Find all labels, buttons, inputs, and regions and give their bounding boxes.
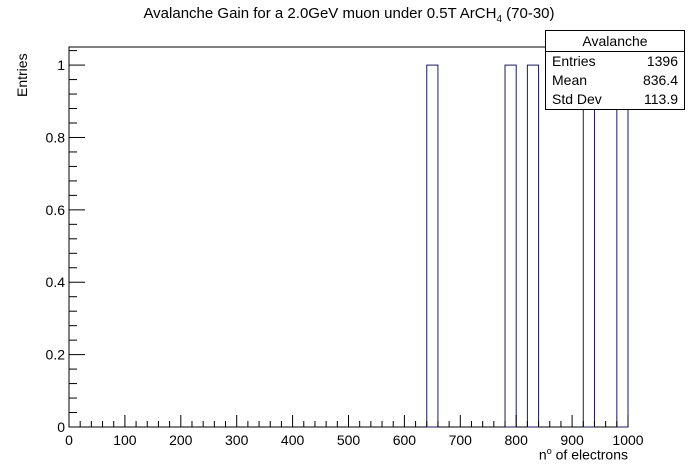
histogram-bar-4 [616,64,629,428]
chart-title: Avalanche Gain for a 2.0GeV muon under 0… [143,5,555,25]
histogram-bar-2 [526,64,540,428]
y-tick-label: 0.8 [46,129,66,145]
x-tick-label: 800 [505,432,529,448]
y-tick-label: 1 [57,57,65,73]
x-tick-label: 700 [449,432,473,448]
y-tick-label: 0.6 [46,202,66,218]
x-tick-label: 1000 [612,432,643,448]
stats-std-value: 113.9 [644,91,678,107]
x-tick-label: 600 [393,432,417,448]
stats-row-entries: Entries 1396 [546,52,684,71]
stats-box: Avalanche Entries 1396 Mean 836.4 Std De… [545,30,685,110]
y-tick-label: 0 [57,419,65,435]
stats-entries-label: Entries [552,53,596,69]
x-tick-label: 300 [225,432,249,448]
x-tick-label: 900 [560,432,584,448]
y-tick-label: 0.2 [46,347,66,363]
stats-mean-value: 836.4 [642,72,678,88]
stats-row-mean: Mean 836.4 [546,71,684,90]
stats-row-std: Std Dev 113.9 [546,90,684,109]
stats-std-label: Std Dev [552,91,602,107]
histogram-bar-0 [426,64,439,428]
stats-mean-label: Mean [552,72,588,88]
histogram-bar-1 [504,64,517,428]
x-tick-label: 100 [113,432,137,448]
x-tick-label: 200 [169,432,193,448]
y-tick-label: 0.4 [46,274,66,290]
histogram-bar-3 [582,64,595,428]
x-tick-label: 500 [337,432,361,448]
stats-title: Avalanche [546,31,684,52]
x-axis-label: no of electrons [538,446,628,463]
stats-entries-value: 1396 [646,53,678,69]
y-axis-label: Entries [14,53,30,97]
x-tick-label: 400 [281,432,305,448]
x-tick-label: 0 [65,432,73,448]
